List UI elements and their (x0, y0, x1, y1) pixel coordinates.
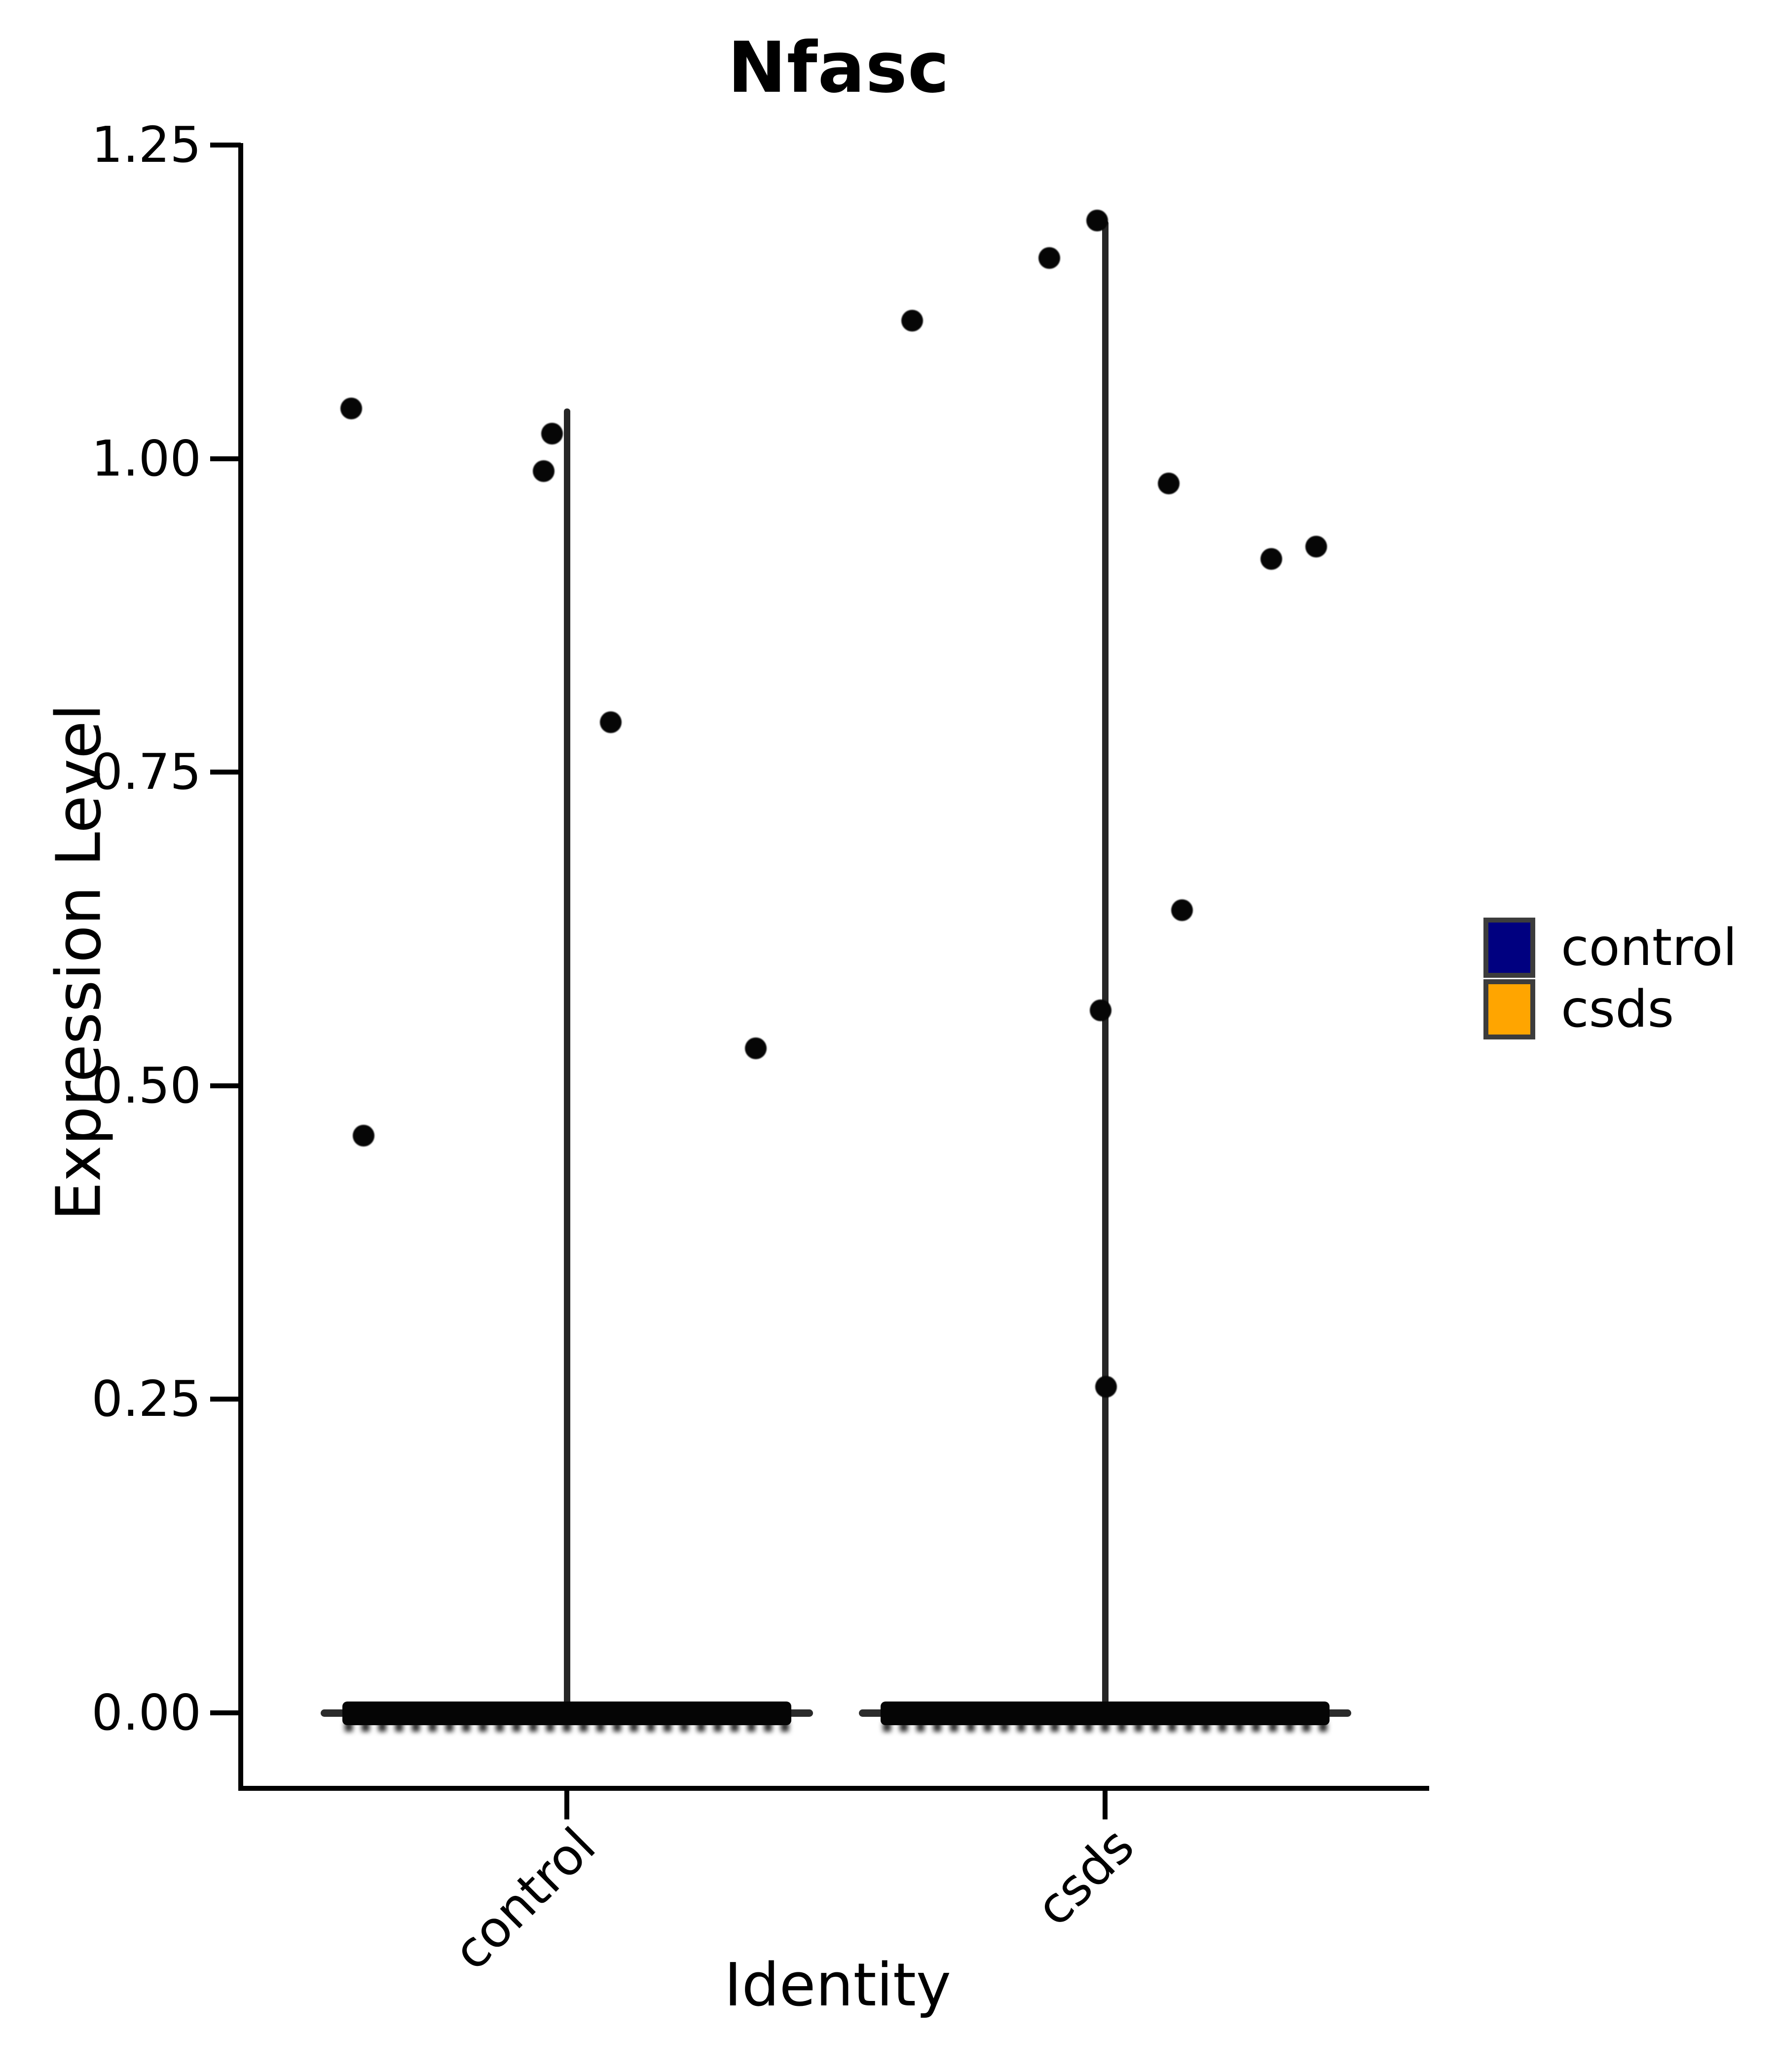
y-axis-line (238, 143, 243, 1791)
data-point-csds (1158, 473, 1180, 495)
data-point-csds (901, 309, 923, 332)
plot-title: Nfasc (727, 27, 950, 109)
x-axis-line (238, 1786, 1429, 1791)
x-tick-mark (1103, 1790, 1108, 1819)
x-axis-title: Identity (724, 1951, 951, 2020)
data-point-csds (1095, 1375, 1117, 1398)
y-tick-mark (210, 770, 241, 775)
data-point-control (353, 1125, 374, 1147)
data-point-csds (1038, 247, 1060, 269)
legend-swatch-csds (1483, 979, 1535, 1039)
data-point-csds (1260, 548, 1282, 570)
zero-expression-band-csds (881, 1702, 1330, 1725)
y-tick-mark (210, 143, 241, 148)
data-point-csds (1086, 209, 1108, 231)
y-tick-label: 0.00 (91, 1684, 201, 1741)
y-tick-label: 0.25 (91, 1370, 201, 1428)
x-tick-label: csds (1025, 1816, 1146, 1938)
data-point-csds (1090, 999, 1111, 1022)
legend-label: csds (1561, 980, 1674, 1039)
violin-spike-control (564, 408, 570, 1713)
data-point-control (340, 397, 362, 419)
x-tick-mark (564, 1790, 569, 1819)
y-tick-label: 0.75 (91, 743, 201, 801)
data-point-csds (1171, 899, 1193, 921)
y-tick-label: 1.25 (91, 116, 201, 174)
y-tick-mark (210, 1397, 241, 1402)
zero-expression-band-control (342, 1702, 791, 1725)
data-point-control (533, 460, 555, 482)
legend-label: control (1561, 918, 1738, 977)
y-tick-mark (210, 1710, 241, 1715)
violin-spike-csds (1102, 220, 1109, 1713)
legend-item: csds (1483, 979, 1737, 1039)
data-point-control (541, 422, 563, 444)
legend-swatch-control (1483, 918, 1535, 978)
legend-item: control (1483, 918, 1737, 978)
legend: control csds (1483, 918, 1737, 1041)
y-tick-mark (210, 1083, 241, 1088)
y-tick-mark (210, 456, 241, 461)
data-point-control (600, 711, 622, 733)
data-point-csds (1305, 535, 1327, 557)
data-point-control (745, 1037, 767, 1059)
y-tick-label: 1.00 (91, 429, 201, 487)
y-tick-label: 0.50 (91, 1056, 201, 1114)
